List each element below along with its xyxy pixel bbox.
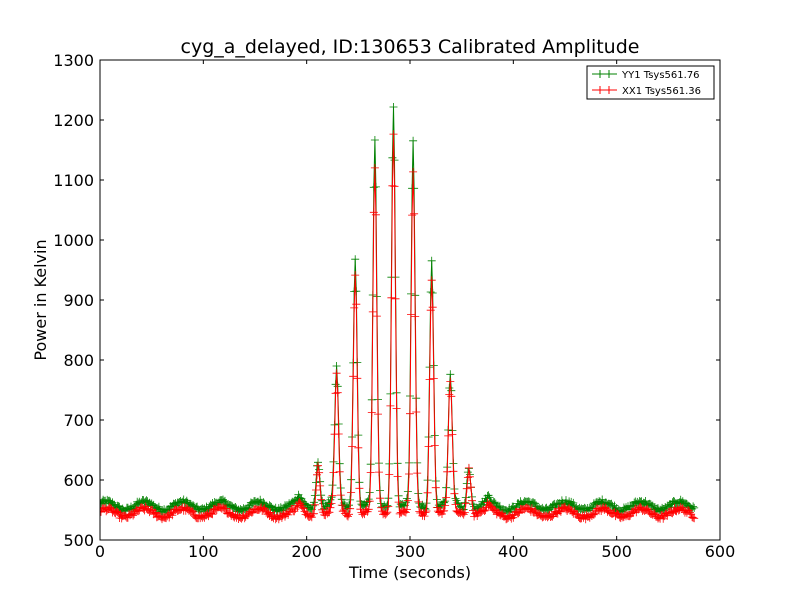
series-xx1 (100, 130, 699, 524)
chart-title: cyg_a_delayed, ID:130653 Calibrated Ampl… (181, 36, 640, 58)
legend-entry-yy1: YY1 Tsys561.76 (592, 70, 700, 81)
x-tick-label: 0 (95, 542, 105, 561)
series-markers (100, 130, 699, 524)
y-axis: 500 600 700 800 900 1000 1100 1200 1300 (53, 51, 720, 550)
legend-label-xx1: XX1 Tsys561.36 (622, 86, 701, 97)
y-tick-label: 900 (63, 291, 94, 310)
legend-entry-xx1: XX1 Tsys561.36 (592, 86, 701, 97)
y-axis-label: Power in Kelvin (31, 239, 50, 360)
x-tick-label: 600 (705, 542, 736, 561)
x-tick-label: 400 (498, 542, 529, 561)
y-tick-label: 1100 (53, 171, 94, 190)
x-tick-label: 300 (395, 542, 426, 561)
legend-marker-xx1 (596, 86, 613, 94)
x-axis-label: Time (seconds) (348, 563, 471, 582)
y-tick-label: 1000 (53, 231, 94, 250)
legend-label-yy1: YY1 Tsys561.76 (621, 70, 700, 81)
y-tick-label: 700 (63, 411, 94, 430)
x-tick-label: 100 (188, 542, 219, 561)
legend-box (586, 65, 715, 100)
y-tick-label: 1300 (53, 51, 94, 70)
x-axis: 0 100 200 300 400 500 600 (95, 60, 735, 561)
legend: YY1 Tsys561.76 XX1 Tsys561.36 (586, 65, 715, 100)
y-tick-label: 1200 (53, 111, 94, 130)
x-tick-label: 200 (291, 542, 322, 561)
y-tick-label: 800 (63, 351, 94, 370)
x-tick-label: 500 (601, 542, 632, 561)
legend-marker-yy1 (596, 70, 613, 78)
y-tick-label: 500 (63, 531, 94, 550)
plot-area (100, 103, 699, 524)
series-markers (100, 103, 699, 517)
y-tick-label: 600 (63, 471, 94, 490)
